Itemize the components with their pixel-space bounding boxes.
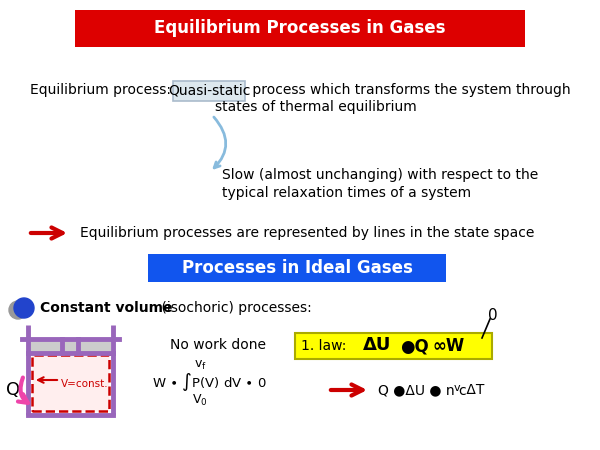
Text: v: v xyxy=(454,383,461,393)
Text: ∞W: ∞W xyxy=(433,337,465,355)
Bar xyxy=(75,10,525,47)
Text: (isochoric) processes:: (isochoric) processes: xyxy=(157,301,312,315)
Text: ●Q: ●Q xyxy=(400,337,429,355)
Text: Q ●ΔU ● n c: Q ●ΔU ● n c xyxy=(378,383,467,397)
Bar xyxy=(32,355,109,411)
Text: 1. law:: 1. law: xyxy=(301,339,346,353)
Text: Equilibrium process:: Equilibrium process: xyxy=(30,83,171,97)
Text: $\mathregular{v_f}$: $\mathregular{v_f}$ xyxy=(194,359,206,372)
Text: W $\bullet$ $\int$P(V) dV $\bullet$ 0: W $\bullet$ $\int$P(V) dV $\bullet$ 0 xyxy=(152,371,267,393)
Bar xyxy=(148,254,446,282)
Text: ΔT: ΔT xyxy=(462,383,484,397)
Text: states of thermal equilibrium: states of thermal equilibrium xyxy=(215,100,417,114)
Text: $\mathregular{V_0}$: $\mathregular{V_0}$ xyxy=(192,392,208,408)
Text: Processes in Ideal Gases: Processes in Ideal Gases xyxy=(182,259,412,277)
Text: Equilibrium Processes in Gases: Equilibrium Processes in Gases xyxy=(154,19,446,37)
Text: V=const.: V=const. xyxy=(61,379,109,389)
Text: 0: 0 xyxy=(488,309,498,324)
Text: process which transforms the system through: process which transforms the system thro… xyxy=(248,83,571,97)
Text: typical relaxation times of a system: typical relaxation times of a system xyxy=(222,186,471,200)
FancyBboxPatch shape xyxy=(173,81,245,101)
Text: ΔU: ΔU xyxy=(363,336,391,354)
Text: Slow (almost unchanging) with respect to the: Slow (almost unchanging) with respect to… xyxy=(222,168,538,182)
Text: Q: Q xyxy=(6,381,20,399)
Circle shape xyxy=(9,301,27,319)
Text: No work done: No work done xyxy=(170,338,266,352)
Bar xyxy=(30,339,111,353)
Text: Equilibrium processes are represented by lines in the state space: Equilibrium processes are represented by… xyxy=(80,226,535,240)
Circle shape xyxy=(14,298,34,318)
Bar xyxy=(295,333,492,359)
Text: Quasi-static: Quasi-static xyxy=(168,83,250,97)
Text: Constant volume: Constant volume xyxy=(40,301,173,315)
